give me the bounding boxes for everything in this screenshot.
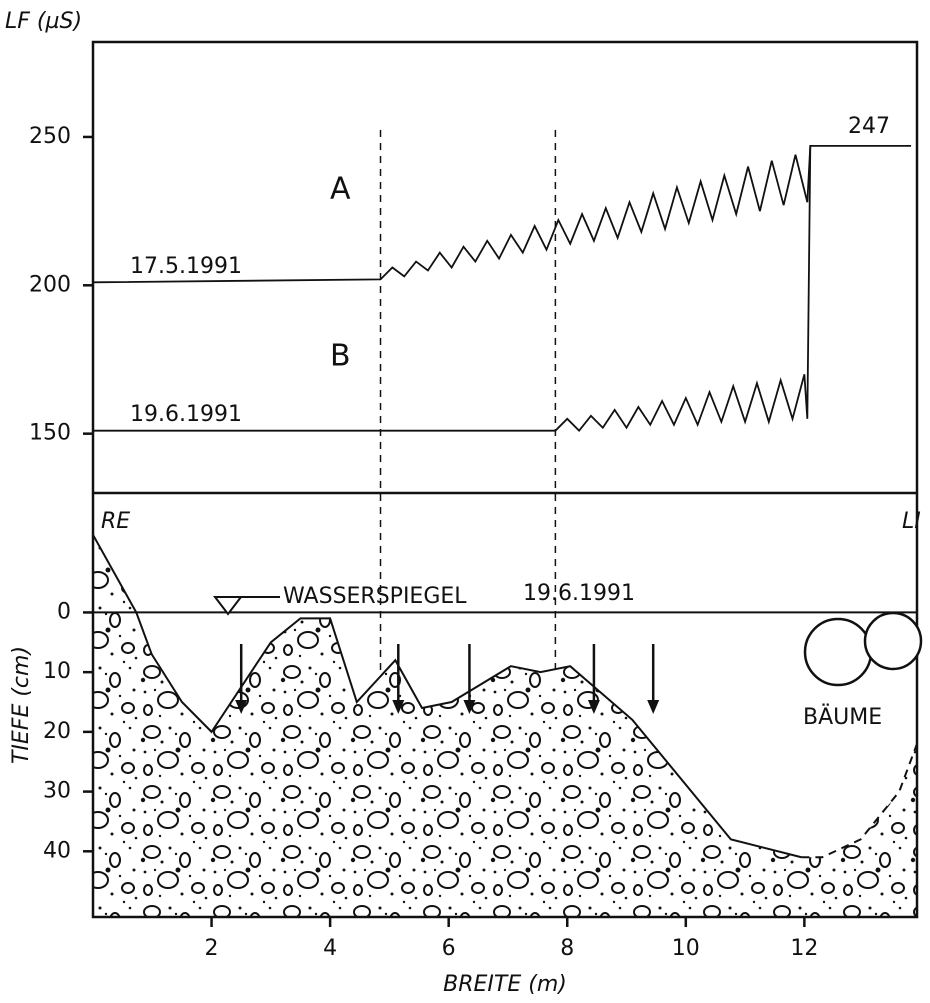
x-axis-title: BREITE (m) [443,972,567,997]
x-tick-label: 10 [672,936,700,961]
profile-line [92,534,802,859]
series-label: A [330,172,351,207]
water-label: WASSERSPIEGEL [283,584,467,609]
water-symbol [212,596,244,616]
y-tick-label: 150 [29,421,71,446]
date-label: 17.5.1991 [130,254,242,279]
y-tick-label: 20 [43,719,71,744]
trees-label: BÄUME [803,704,882,730]
bank-label: RE [101,509,130,534]
y-tick-label: 10 [43,659,71,684]
y-tick-label: 0 [57,599,71,624]
y-tick-label: 250 [29,124,71,149]
y-axis-title: TIEFE (cm) [9,646,34,764]
end-label: 247 [848,114,890,139]
x-tick-label: 4 [323,936,337,961]
tree-icon [863,611,923,671]
profile-line [801,743,918,859]
plot-layer: 150 200 250 0 10 20 30 40 2 4 6 8 10 12 [29,124,918,961]
date-label: 19.6.1991 [130,402,242,427]
sediment-fill [93,534,917,917]
y-tick-label: 200 [29,272,71,297]
x-tick-label: 2 [205,936,219,961]
series-line [93,145,812,433]
frame [91,40,919,919]
tree-icon [803,617,873,687]
y-axis-title: LF (µS) [5,9,82,34]
x-tick-label: 12 [790,936,818,961]
arrow-head [235,700,248,714]
x-tick-label: 8 [560,936,574,961]
y-tick-label: 40 [43,838,71,863]
series-label: B [330,339,351,374]
arrow-head [587,700,600,714]
arrow-head [647,700,660,714]
bank-label: LI [902,509,921,534]
x-tick-label: 6 [442,936,456,961]
y-tick-label: 30 [43,779,71,804]
series-line [92,144,912,284]
arrow-head [392,700,405,714]
water-date: 19.6.1991 [523,581,635,606]
arrow-head [463,700,476,714]
